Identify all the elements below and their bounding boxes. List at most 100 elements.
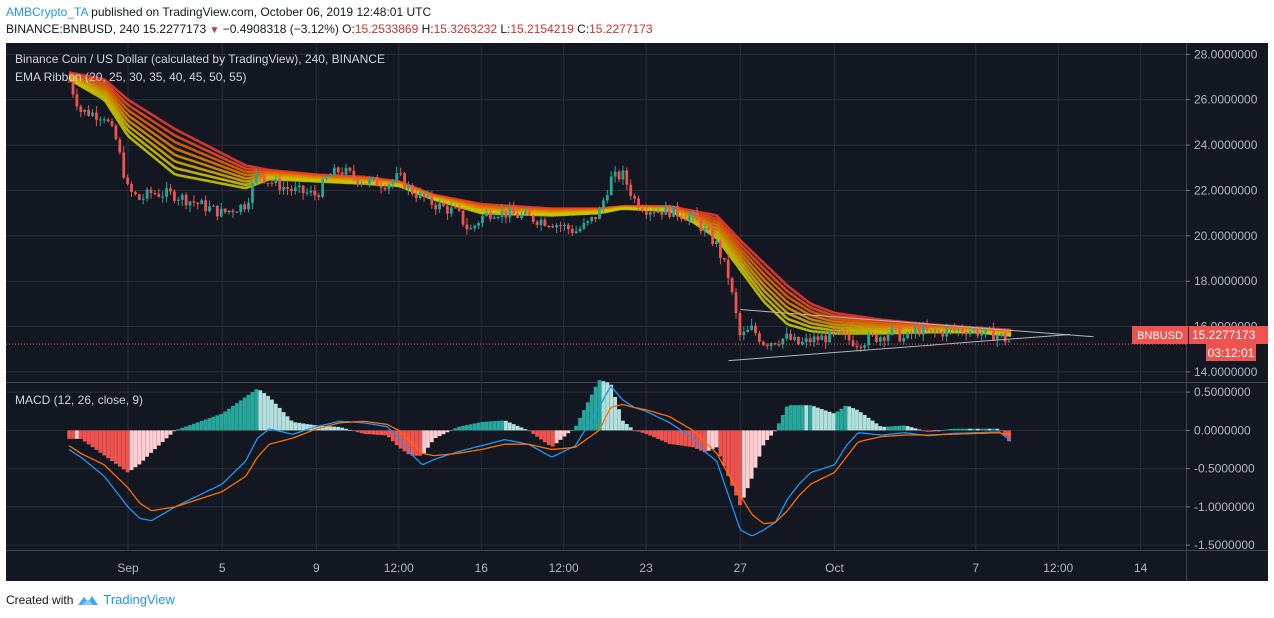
macd-histogram	[67, 380, 1011, 506]
histogram-bar	[804, 405, 809, 431]
histogram-bar	[472, 423, 477, 431]
histogram-bar	[129, 430, 134, 470]
open-value: 15.2533869	[354, 22, 419, 36]
histogram-bar	[254, 389, 259, 431]
histogram-bar	[277, 407, 282, 431]
histogram-bar	[792, 405, 797, 431]
histogram-bar	[972, 428, 976, 431]
histogram-bar	[835, 411, 840, 431]
candle-body	[559, 225, 562, 227]
histogram-bar	[67, 430, 72, 439]
histogram-bar	[878, 426, 883, 431]
histogram-bar	[379, 430, 384, 436]
candle-body	[375, 177, 379, 187]
time-tick-label: 27	[734, 561, 748, 575]
candle-body	[563, 224, 566, 227]
histogram-bar	[601, 381, 606, 431]
candle-body	[855, 346, 859, 348]
candle-body	[262, 176, 266, 183]
histogram-bar	[348, 429, 352, 431]
histogram-bar	[429, 430, 434, 443]
candle-body	[746, 329, 750, 333]
candle-body	[676, 205, 679, 217]
histogram-bar	[219, 413, 224, 431]
candle-body	[344, 167, 348, 175]
author-link[interactable]: AMBCrypto_TA	[6, 5, 88, 19]
symbol-label: BINANCE:BNBUSD, 240	[6, 22, 140, 36]
histogram-bar	[644, 430, 649, 434]
ema-line-35	[68, 75, 1012, 335]
candle-body	[902, 338, 906, 342]
candle-body	[114, 125, 118, 140]
candle-body	[485, 212, 488, 217]
candle-body	[364, 183, 367, 185]
tradingview-brand[interactable]: TradingView	[103, 592, 175, 607]
candle-body	[313, 190, 317, 196]
candle-body	[804, 338, 808, 342]
histogram-bar	[78, 430, 83, 439]
candle-body	[438, 203, 442, 210]
candle-body	[617, 171, 621, 180]
histogram-bar	[979, 428, 984, 431]
histogram-bar	[297, 422, 302, 431]
histogram-bar	[476, 422, 481, 431]
histogram-bar	[769, 430, 774, 436]
histogram-bar	[663, 430, 668, 443]
candle-body	[668, 205, 672, 217]
chart-svg[interactable]: 28.0000000 26.0000000 24.0000000 22.0000000…	[6, 43, 1268, 581]
candle-body	[613, 171, 617, 177]
price-badge	[1189, 326, 1268, 344]
price-tick-label: 18.0000000	[1194, 274, 1258, 288]
histogram-bar	[546, 430, 551, 446]
candle-body	[956, 329, 960, 331]
time-tick-label: 9	[313, 561, 320, 575]
candle-body	[945, 329, 949, 337]
time-tick-label: 16	[475, 561, 489, 575]
histogram-bar	[363, 430, 368, 434]
price-tick-label: 20.0000000	[1194, 229, 1258, 243]
histogram-bar	[566, 430, 571, 434]
histogram-bar	[574, 425, 579, 431]
candle-body	[793, 336, 796, 340]
histogram-bar	[406, 430, 411, 455]
chart-area[interactable]: 28.0000000 26.0000000 24.0000000 22.0000000…	[6, 43, 1268, 581]
histogram-bar	[355, 430, 360, 433]
histogram-bar	[886, 426, 891, 431]
candle-body	[481, 216, 484, 224]
histogram-bar	[507, 422, 512, 431]
candle-body	[200, 200, 204, 205]
candle-body	[516, 213, 520, 218]
candle-body	[820, 335, 824, 341]
histogram-bar	[788, 405, 793, 431]
histogram-bar	[956, 428, 961, 431]
histogram-bar	[621, 420, 625, 431]
macd-tick-label: 0.0000000	[1194, 423, 1251, 437]
candle-body	[130, 184, 133, 192]
histogram-bar	[461, 425, 465, 431]
histogram-bar	[301, 423, 306, 431]
candle-body	[750, 325, 754, 330]
candle-body	[208, 206, 211, 212]
histogram-bar	[765, 430, 770, 441]
histogram-bar	[176, 429, 181, 431]
created-with-text: Created with	[6, 592, 74, 607]
candle-body	[258, 172, 262, 177]
histogram-bar	[160, 430, 165, 442]
price-change: −0.4908318 (−3.12%)	[222, 22, 339, 36]
candle-body	[761, 341, 765, 346]
candle-body	[317, 195, 321, 197]
candle-body	[434, 204, 438, 210]
candle-body	[165, 188, 169, 197]
candle-body	[680, 216, 683, 220]
candle-body	[383, 187, 387, 190]
histogram-bar	[527, 430, 532, 432]
histogram-bar	[913, 428, 918, 431]
price-tick-label: 26.0000000	[1194, 93, 1258, 107]
time-tick-label: 12:00	[384, 561, 414, 575]
candle-body	[524, 211, 527, 215]
candle-body	[808, 338, 812, 343]
histogram-bar	[753, 430, 758, 468]
candle-body	[652, 212, 656, 214]
histogram-bar	[211, 416, 216, 431]
candle-body	[301, 185, 305, 194]
